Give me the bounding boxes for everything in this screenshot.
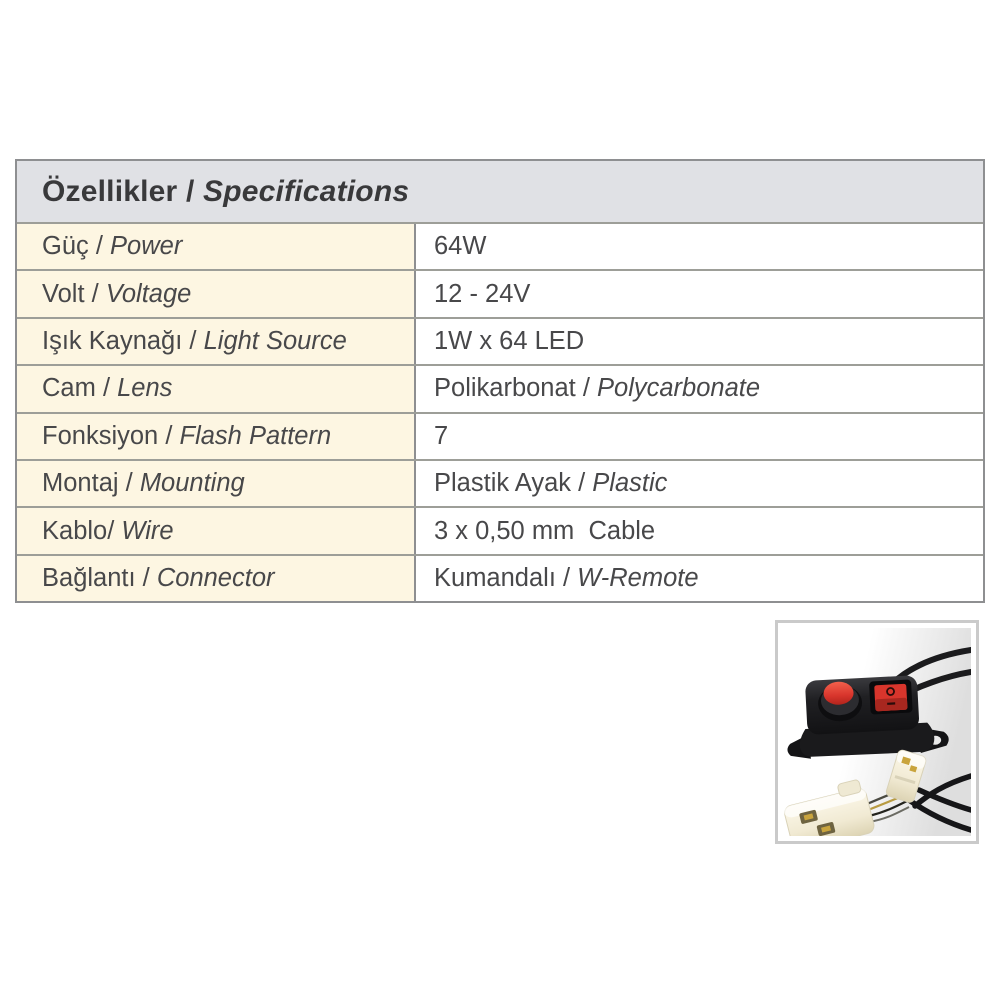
header-separator: /	[177, 174, 204, 208]
label-english: Light Source	[203, 326, 347, 355]
label-turkish: Bağlantı	[42, 563, 136, 592]
value-main: 7	[434, 421, 449, 450]
value-main: Plastik Ayak /	[434, 469, 593, 498]
label-separator: /	[182, 326, 204, 355]
table-row: Bağlantı / Connector Kumandalı / W-Remot…	[17, 553, 983, 602]
row-label: Montaj / Mounting	[17, 460, 416, 507]
connector-pin	[901, 756, 911, 766]
small-connector	[885, 749, 927, 803]
label-separator: /	[88, 232, 111, 261]
label-turkish: Işık Kaynağı	[42, 326, 183, 355]
row-value: 7	[416, 413, 983, 459]
label-turkish: Kablo	[42, 516, 108, 545]
row-label: Bağlantı / Connector	[17, 555, 416, 602]
row-value: Polikarbonat / Polycarbonate	[416, 366, 983, 412]
label-separator: /	[107, 516, 122, 545]
product-photo	[775, 620, 979, 844]
table-row: Cam / Lens Polikarbonat / Polycarbonate	[17, 364, 983, 412]
value-english: Plastic	[592, 469, 668, 498]
table-header: Özellikler / Specifications	[17, 161, 983, 222]
value-main: Polikarbonat /	[434, 374, 598, 403]
connector-wire	[906, 797, 971, 833]
value-english: Polycarbonate	[597, 374, 761, 403]
label-turkish: Montaj	[42, 469, 119, 498]
row-label: Güç / Power	[17, 224, 416, 270]
row-label: Işık Kaynağı / Light Source	[17, 318, 416, 365]
label-english: Power	[110, 232, 183, 261]
label-separator: /	[118, 469, 140, 498]
table-row: Güç / Power 64W	[17, 222, 983, 270]
value-english: W-Remote	[577, 563, 699, 592]
label-english: Lens	[117, 374, 173, 403]
label-separator: /	[95, 374, 118, 403]
label-english: Flash Pattern	[179, 421, 332, 450]
label-english: Voltage	[105, 279, 192, 308]
value-main: 3 x 0,50 mm Cable	[434, 516, 656, 545]
rocker-off-mark	[887, 702, 896, 705]
label-english: Connector	[156, 563, 275, 592]
value-main: 1W x 64 LED	[434, 326, 585, 355]
table-row: Volt / Voltage 12 - 24V	[17, 269, 983, 317]
table-row: Fonksiyon / Flash Pattern 7	[17, 411, 983, 459]
table-row: Montaj / Mounting Plastik Ayak / Plastic	[17, 458, 983, 507]
specifications-table: Özellikler / Specifications Güç / Power …	[15, 159, 985, 604]
value-main: Kumandalı /	[434, 563, 578, 592]
row-label: Fonksiyon / Flash Pattern	[17, 413, 416, 459]
table-row: Işık Kaynağı / Light Source 1W x 64 LED	[17, 316, 983, 365]
value-main: 64W	[434, 232, 487, 261]
table-row: Kablo / Wire 3 x 0,50 mm Cable	[17, 506, 983, 554]
connector-wire	[916, 787, 971, 813]
row-label: Kablo / Wire	[17, 508, 416, 554]
label-english: Wire	[121, 516, 174, 545]
connector-pin	[803, 813, 814, 821]
row-value: 3 x 0,50 mm Cable	[416, 508, 983, 554]
label-separator: /	[135, 563, 157, 592]
row-value: Kumandalı / W-Remote	[416, 555, 983, 602]
label-turkish: Volt	[42, 279, 85, 308]
label-english: Mounting	[139, 469, 245, 498]
row-value: 64W	[416, 224, 983, 270]
label-separator: /	[84, 279, 106, 308]
row-value: Plastik Ayak / Plastic	[416, 460, 983, 507]
value-main: 12 - 24V	[434, 279, 531, 308]
label-turkish: Cam	[42, 374, 96, 403]
row-value: 12 - 24V	[416, 271, 983, 317]
connector-wire	[912, 773, 971, 809]
row-label: Cam / Lens	[17, 366, 416, 412]
row-label: Volt / Voltage	[17, 271, 416, 317]
row-value: 1W x 64 LED	[416, 318, 983, 365]
header-title-turkish: Özellikler	[42, 174, 178, 208]
header-title-english: Specifications	[203, 174, 410, 208]
connector-pin	[909, 765, 918, 773]
connector-pin	[821, 825, 831, 833]
red-push-button	[823, 681, 854, 705]
remote-switch-and-connectors-photo	[783, 628, 971, 836]
label-separator: /	[158, 421, 180, 450]
rocker-on-mark	[886, 687, 895, 696]
label-turkish: Fonksiyon	[42, 421, 159, 450]
label-turkish: Güç	[42, 232, 89, 261]
big-connector	[784, 779, 875, 836]
switch-box	[787, 675, 949, 759]
